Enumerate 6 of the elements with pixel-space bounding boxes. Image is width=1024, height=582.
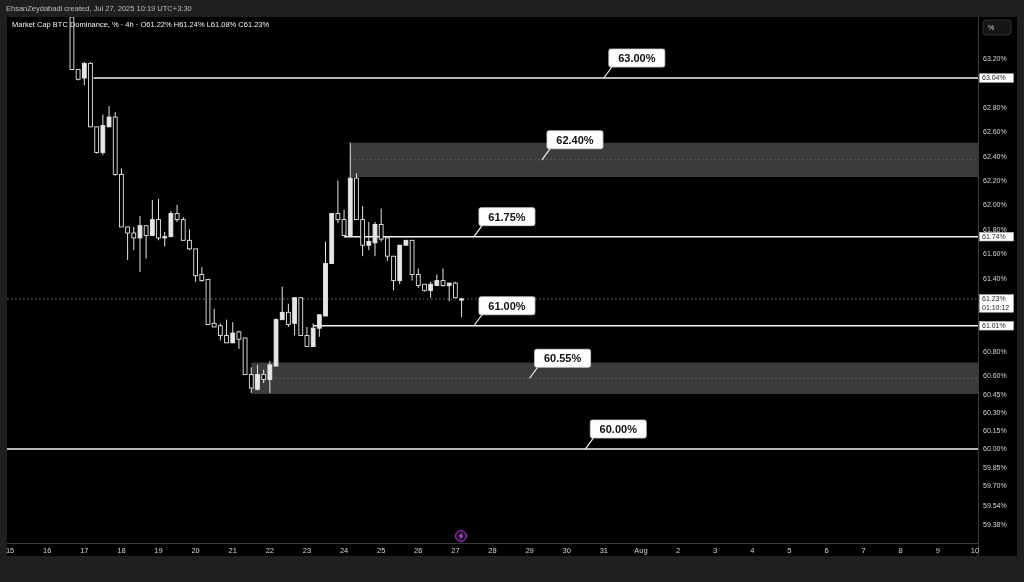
annotation: 63.00%	[618, 51, 656, 64]
annotation: 62.40%	[556, 133, 594, 146]
annotation: 60.55%	[543, 352, 582, 365]
annotation: 60.00%	[599, 422, 638, 435]
annotation: 61.00%	[488, 299, 526, 312]
annotation: 61.75%	[488, 210, 526, 223]
